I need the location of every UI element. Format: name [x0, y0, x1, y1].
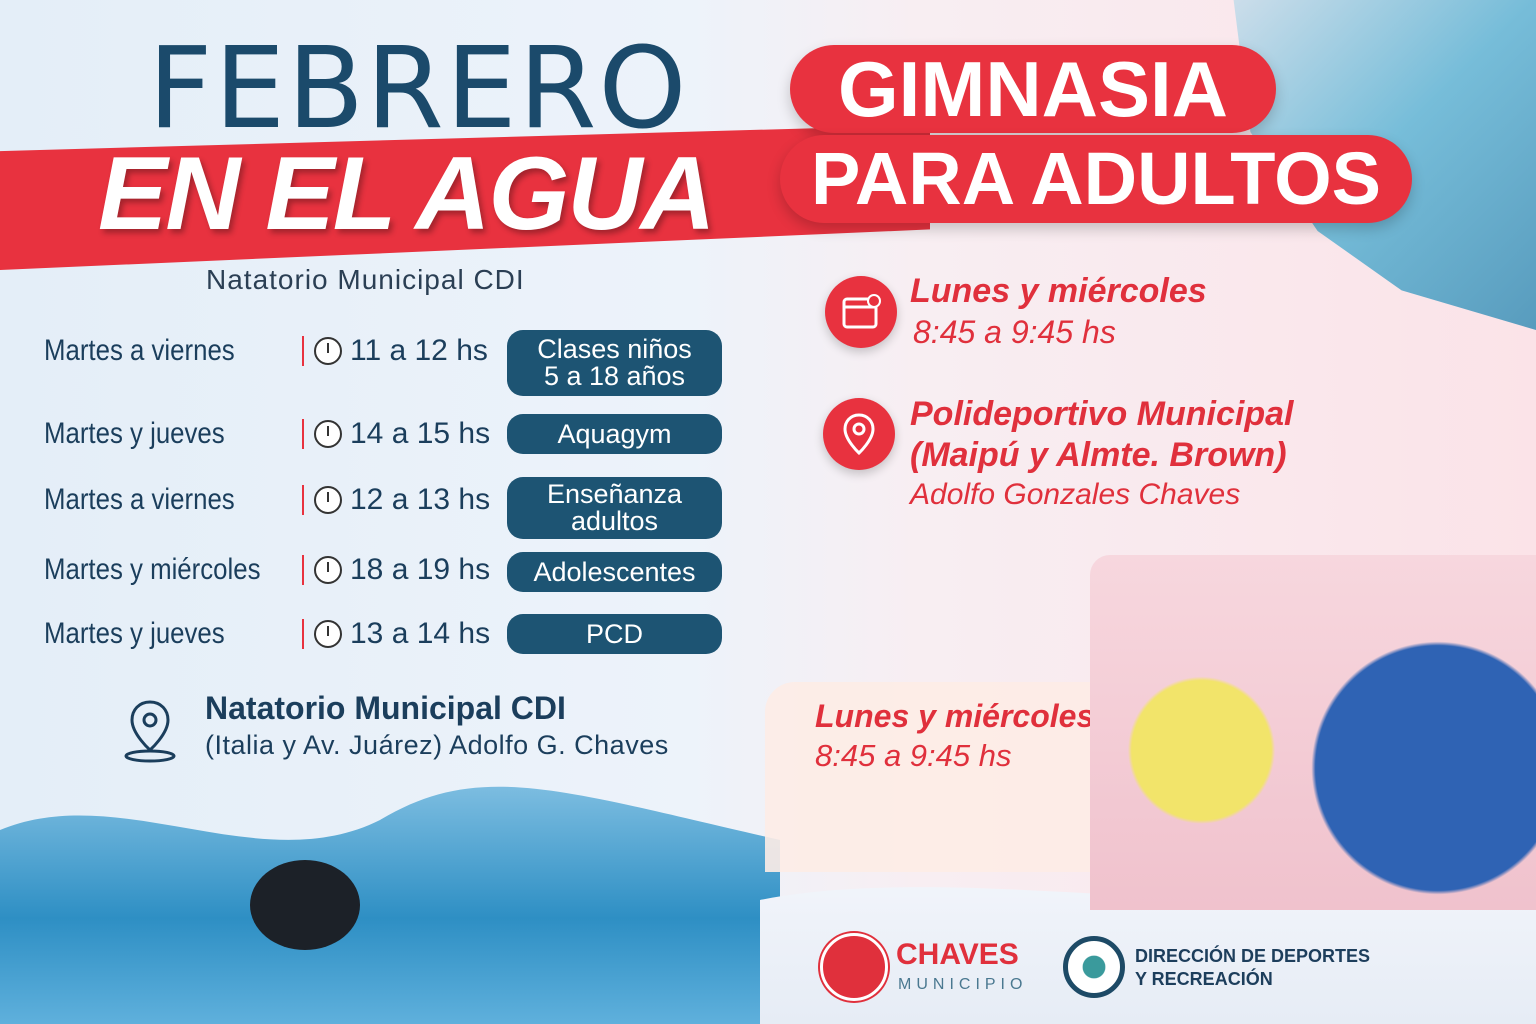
- divider: [302, 619, 304, 649]
- clock-icon: [314, 486, 342, 514]
- divider: [302, 419, 304, 449]
- title-para-adultos: PARA ADULTOS: [780, 135, 1412, 223]
- location-name: Natatorio Municipal CDI: [205, 690, 566, 726]
- gym-venue: Polideportivo Municipal: [910, 395, 1294, 433]
- activity-line2: 5 a 18 años: [543, 361, 686, 391]
- days: Martes a viernes: [44, 483, 235, 516]
- activity-tag: Aquagym: [507, 414, 722, 454]
- title-febrero: FEBRERO: [148, 24, 689, 154]
- title-gimnasia: GIMNASIA: [790, 45, 1276, 133]
- location-pin-icon: [823, 398, 895, 470]
- clock-icon: [314, 620, 342, 648]
- gym-venue-address: (Maipú y Almte. Brown): [910, 436, 1287, 474]
- days-cell: Martes a viernes: [44, 333, 302, 369]
- divider: [302, 336, 304, 366]
- card-days: Lunes y miércoles: [815, 698, 1095, 734]
- card-time: 8:45 a 9:45 hs: [815, 738, 1012, 773]
- senior-couple-photo: [1090, 555, 1536, 910]
- direccion-deportes-logo: [1063, 936, 1125, 998]
- swimmer-photo: [250, 860, 360, 950]
- days-cell: Martes y jueves: [44, 616, 302, 652]
- time: 12 a 13 hs: [350, 483, 491, 516]
- time: 14 a 15 hs: [350, 417, 491, 450]
- clock-icon: [314, 337, 342, 365]
- gym-city: Adolfo Gonzales Chaves: [910, 478, 1241, 511]
- time: 13 a 14 hs: [350, 617, 491, 650]
- subtitle: Natatorio Municipal CDI: [206, 264, 525, 295]
- activity-tag: Enseñanza adultos: [507, 477, 722, 539]
- clock-icon: [314, 420, 342, 448]
- title-en-el-agua: EN EL AGUA: [98, 136, 716, 252]
- activity-tag: Adolescentes: [507, 552, 722, 592]
- activity-line1: Enseñanza: [546, 479, 683, 509]
- divider: [302, 555, 304, 585]
- days: Martes y jueves: [44, 417, 225, 450]
- swimming-pool-photo: [0, 760, 780, 1024]
- days-cell: Martes y jueves: [44, 416, 302, 452]
- clock-icon: [314, 556, 342, 584]
- schedule-row: Martes a viernes 12 a 13 hs: [44, 480, 500, 520]
- time: 18 a 19 hs: [350, 553, 491, 586]
- activity-tag: PCD: [507, 614, 722, 654]
- chaves-municipio-logo: [820, 933, 888, 1001]
- gym-days: Lunes y miércoles: [910, 272, 1207, 310]
- schedule-row: Martes y miércoles 18 a 19 hs: [44, 550, 500, 590]
- days: Martes y jueves: [44, 617, 225, 650]
- municipio-sub: MUNICIPIO: [898, 976, 1028, 993]
- activity-line2: adultos: [570, 506, 659, 536]
- direccion-line1: DIRECCIÓN DE DEPORTES: [1135, 946, 1371, 966]
- gym-time: 8:45 a 9:45 hs: [913, 314, 1116, 350]
- calendar-icon: [825, 276, 897, 348]
- days: Martes a viernes: [44, 334, 235, 367]
- location-pin-icon: [124, 700, 176, 763]
- location-address: (Italia y Av. Juárez) Adolfo G. Chaves: [205, 730, 669, 760]
- activity-tag: Clases niños 5 a 18 años: [507, 330, 722, 396]
- divider: [302, 485, 304, 515]
- activity-line1: Clases niños: [537, 334, 692, 364]
- municipio-name: CHAVES: [896, 938, 1019, 971]
- days-cell: Martes a viernes: [44, 482, 302, 518]
- activity-line1: Adolescentes: [533, 556, 696, 587]
- schedule-row: Martes a viernes 11 a 12 hs: [44, 331, 500, 371]
- schedule-row: Martes y jueves 14 a 15 hs: [44, 414, 500, 454]
- schedule-card: Lunes y miércoles 8:45 a 9:45 hs: [765, 682, 1105, 872]
- activity-line1: PCD: [585, 618, 643, 649]
- days-cell: Martes y miércoles: [44, 552, 302, 588]
- direccion-name: DIRECCIÓN DE DEPORTES Y RECREACIÓN: [1135, 945, 1370, 991]
- schedule-row: Martes y jueves 13 a 14 hs: [44, 614, 500, 654]
- time: 11 a 12 hs: [350, 334, 488, 367]
- days: Martes y miércoles: [44, 553, 261, 586]
- activity-line1: Aquagym: [557, 418, 672, 449]
- direccion-line2: Y RECREACIÓN: [1135, 969, 1273, 989]
